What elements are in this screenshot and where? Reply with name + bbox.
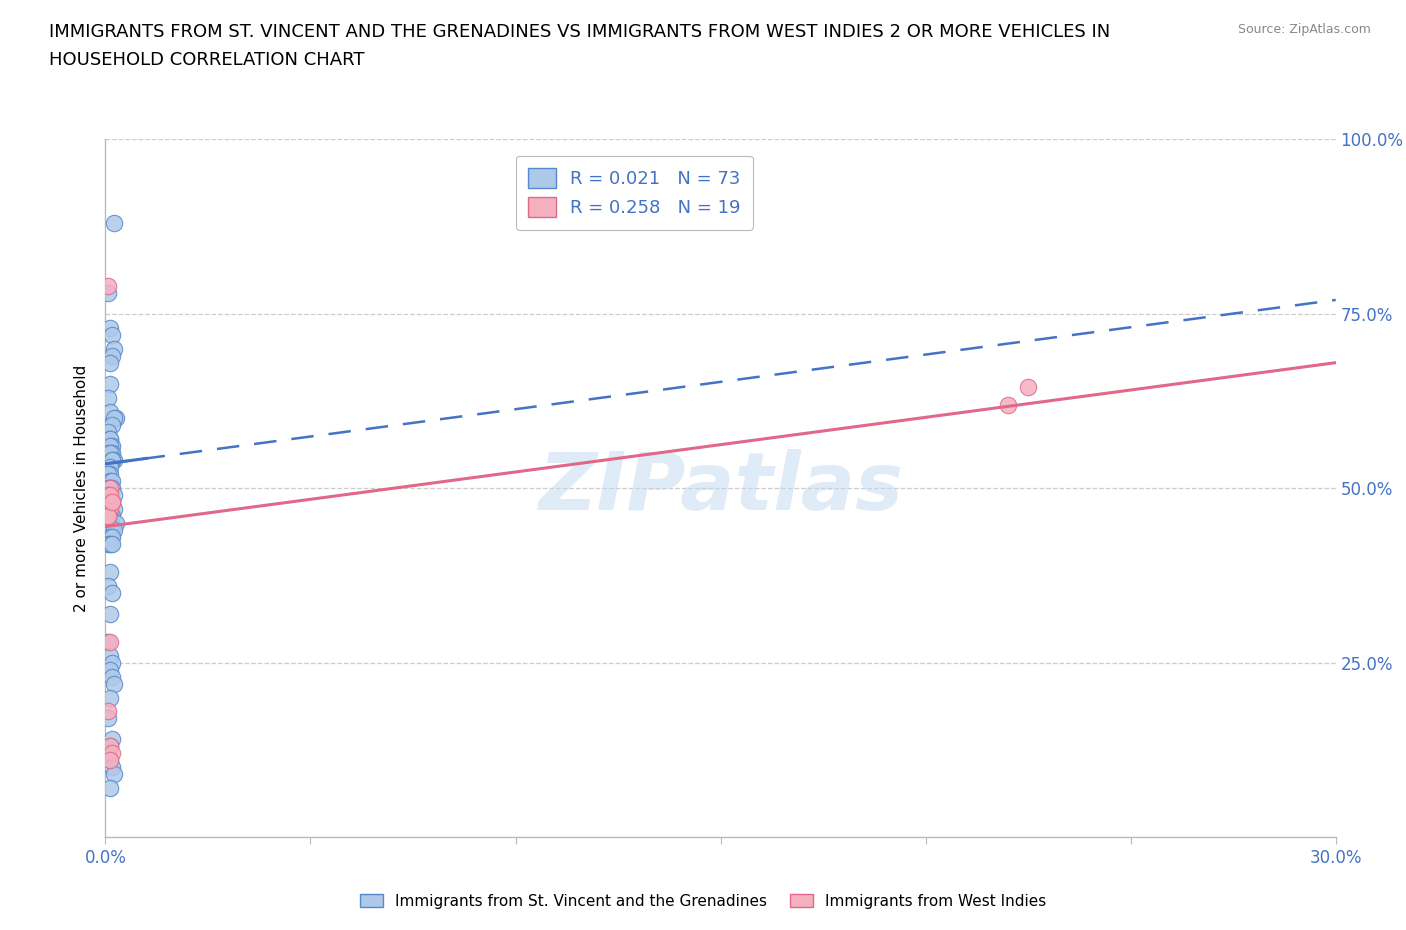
Point [98, 648, 121, 663]
Point [100, 509, 122, 524]
Point [98, 445, 121, 460]
Point [100, 474, 122, 489]
Point [98, 515, 121, 530]
Point [100, 732, 122, 747]
Point [98, 320, 121, 336]
Point [98, 432, 121, 447]
Point [100, 586, 122, 601]
Point [997, 397, 1019, 412]
Point [98, 662, 121, 677]
Point [100, 495, 122, 510]
Text: Source: ZipAtlas.com: Source: ZipAtlas.com [1237, 23, 1371, 36]
Y-axis label: 2 or more Vehicles in Household: 2 or more Vehicles in Household [75, 365, 90, 612]
Point [100, 670, 122, 684]
Point [98, 460, 121, 474]
Point [100, 453, 122, 468]
Point [98, 781, 121, 796]
Point [100, 523, 122, 538]
Point [103, 411, 125, 426]
Point [98, 495, 121, 510]
Point [100, 656, 122, 671]
Point [98, 355, 121, 370]
Point [96, 578, 118, 593]
Point [100, 453, 122, 468]
Point [103, 453, 125, 468]
Point [98, 432, 121, 447]
Point [98, 523, 121, 538]
Point [98, 481, 121, 496]
Point [98, 502, 121, 517]
Point [98, 481, 121, 496]
Text: HOUSEHOLD CORRELATION CHART: HOUSEHOLD CORRELATION CHART [49, 51, 364, 69]
Point [96, 502, 118, 517]
Point [104, 515, 127, 530]
Point [98, 488, 121, 503]
Point [96, 509, 118, 524]
Point [103, 502, 125, 517]
Point [100, 481, 122, 496]
Point [98, 738, 121, 753]
Point [100, 746, 122, 761]
Point [96, 704, 118, 719]
Point [96, 425, 118, 440]
Point [96, 488, 118, 503]
Point [96, 286, 118, 300]
Point [103, 523, 125, 538]
Point [103, 216, 125, 231]
Point [98, 753, 121, 768]
Point [96, 746, 118, 761]
Point [98, 606, 121, 621]
Text: IMMIGRANTS FROM ST. VINCENT AND THE GRENADINES VS IMMIGRANTS FROM WEST INDIES 2 : IMMIGRANTS FROM ST. VINCENT AND THE GREN… [49, 23, 1111, 41]
Point [100, 327, 122, 342]
Point [100, 445, 122, 460]
Point [100, 537, 122, 551]
Legend: Immigrants from St. Vincent and the Grenadines, Immigrants from West Indies: Immigrants from St. Vincent and the Gren… [354, 887, 1052, 915]
Point [96, 711, 118, 725]
Text: ZIPatlas: ZIPatlas [538, 449, 903, 527]
Point [96, 537, 118, 551]
Point [98, 530, 121, 545]
Point [103, 676, 125, 691]
Point [96, 509, 118, 524]
Point [98, 753, 121, 768]
Point [98, 509, 121, 524]
Point [98, 565, 121, 579]
Point [98, 690, 121, 705]
Point [104, 411, 127, 426]
Point [98, 738, 121, 753]
Point [98, 404, 121, 418]
Point [98, 439, 121, 454]
Point [98, 474, 121, 489]
Point [98, 634, 121, 649]
Point [100, 439, 122, 454]
Point [96, 509, 118, 524]
Point [96, 391, 118, 405]
Point [100, 418, 122, 433]
Point [96, 279, 118, 294]
Point [100, 530, 122, 545]
Point [1017, 379, 1039, 394]
Point [96, 488, 118, 503]
Point [98, 537, 121, 551]
Point [98, 376, 121, 391]
Point [98, 439, 121, 454]
Point [103, 488, 125, 503]
Point [96, 467, 118, 482]
Point [98, 495, 121, 510]
Point [96, 634, 118, 649]
Point [100, 495, 122, 510]
Point [100, 760, 122, 775]
Point [103, 341, 125, 356]
Point [96, 445, 118, 460]
Point [98, 481, 121, 496]
Point [96, 481, 118, 496]
Point [100, 349, 122, 364]
Point [100, 495, 122, 510]
Point [103, 766, 125, 781]
Point [98, 467, 121, 482]
Point [96, 515, 118, 530]
Point [96, 502, 118, 517]
Legend: R = 0.021   N = 73, R = 0.258   N = 19: R = 0.021 N = 73, R = 0.258 N = 19 [516, 155, 754, 230]
Point [98, 502, 121, 517]
